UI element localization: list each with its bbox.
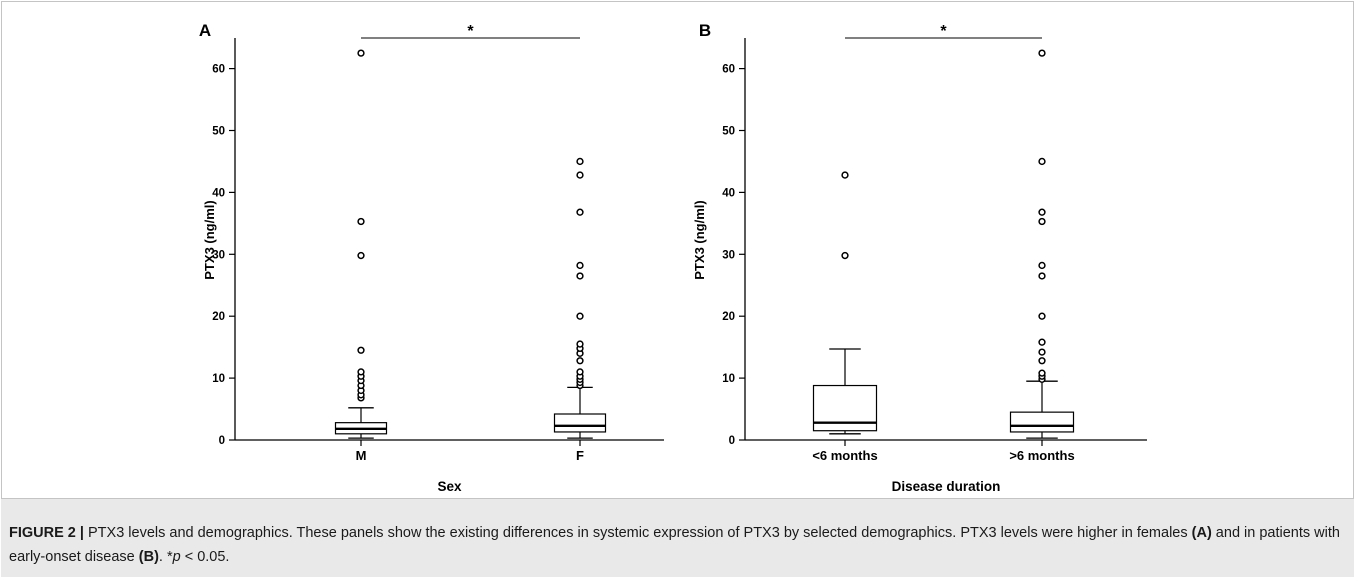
outlier-point	[576, 357, 584, 365]
outlier-point	[1038, 369, 1046, 377]
outlier-point	[1038, 357, 1046, 365]
figure-caption: FIGURE 2 | PTX3 levels and demographics.…	[9, 521, 1347, 569]
iqr-box	[812, 384, 878, 432]
y-tick-label: 50	[212, 126, 225, 138]
outlier-point	[576, 171, 584, 179]
significance-label: *	[940, 23, 947, 40]
significance-label: *	[467, 23, 474, 40]
outlier-point	[576, 261, 584, 270]
caption-text-2: and in patients with early-onset disease	[9, 525, 1340, 565]
box--6-months	[1009, 49, 1075, 439]
caption-text-4: < 0.05.	[180, 549, 230, 565]
caption-figure-label: FIGURE 2 |	[9, 525, 84, 541]
outlier-point	[576, 157, 584, 166]
y-tick-label: 10	[722, 373, 735, 385]
outlier-point	[841, 171, 849, 179]
chart-panel-a: A 0 10 20 30 40 50 60 PTX3 (ng/ml) M F Sex *	[199, 21, 664, 494]
outlier-point	[576, 312, 584, 320]
outlier-point	[357, 217, 365, 226]
outlier-point	[1038, 272, 1046, 280]
y-axis-title: PTX3 (ng/ml)	[692, 200, 707, 279]
y-tick-label: 10	[212, 373, 225, 385]
y-tick-label: 40	[722, 187, 735, 199]
y-tick-label: 20	[212, 311, 225, 323]
outlier-point	[841, 251, 849, 260]
outlier-point	[1038, 208, 1046, 216]
y-tick-label: 60	[722, 64, 735, 76]
x-tick-label: M	[356, 448, 367, 463]
outlier-point	[357, 251, 365, 260]
caption-ref-a: (A)	[1191, 525, 1212, 541]
x-tick-label: <6 months	[812, 448, 877, 463]
x-tick-label: F	[576, 448, 584, 463]
caption-p-symbol: p	[172, 549, 181, 565]
outlier-point	[1038, 261, 1046, 270]
y-tick-label: 0	[729, 435, 735, 447]
panel-label: A	[199, 21, 211, 40]
iqr-box	[1009, 411, 1075, 433]
caption-box	[1, 498, 1354, 577]
y-tick-label: 60	[212, 64, 225, 76]
y-tick-label: 20	[722, 311, 735, 323]
y-axis-title: PTX3 (ng/ml)	[202, 200, 217, 279]
caption-text-3: . *	[158, 549, 173, 565]
y-tick-label: 40	[212, 187, 225, 199]
figure-plots: A 0 10 20 30 40 50 60 PTX3 (ng/ml) M F Sex * B 0 10 20 30…	[199, 21, 1147, 494]
outlier-point	[576, 340, 584, 348]
outlier-point	[1038, 348, 1046, 356]
y-tick-label: 0	[219, 435, 225, 447]
outlier-point	[357, 368, 365, 376]
outlier-point	[1038, 338, 1046, 346]
box-m	[334, 49, 388, 439]
caption-text-1: PTX3 levels and demographics. These pane…	[83, 525, 1192, 541]
iqr-box	[553, 413, 607, 433]
panel-label: B	[699, 21, 711, 40]
caption-ref-b: (B)	[138, 549, 159, 565]
outlier-point	[576, 272, 584, 280]
outlier-point	[1038, 49, 1046, 57]
box-f	[553, 157, 607, 439]
box--6-months	[812, 171, 878, 435]
outlier-point	[1038, 217, 1046, 226]
outlier-point	[576, 208, 584, 216]
outlier-point	[357, 49, 365, 57]
y-tick-label: 50	[722, 126, 735, 138]
x-axis-title: Sex	[437, 479, 462, 494]
x-tick-label: >6 months	[1009, 448, 1074, 463]
chart-panel-b: B 0 10 20 30 40 50 60 PTX3 (ng/ml) <6 months >6 mo…	[692, 21, 1147, 494]
y-tick-label: 30	[722, 249, 735, 261]
outlier-point	[357, 346, 365, 354]
y-tick-label: 30	[212, 249, 225, 261]
outlier-point	[1038, 312, 1046, 320]
x-axis-title: Disease duration	[892, 479, 1001, 494]
outlier-point	[576, 368, 584, 376]
outlier-point	[1038, 157, 1046, 166]
